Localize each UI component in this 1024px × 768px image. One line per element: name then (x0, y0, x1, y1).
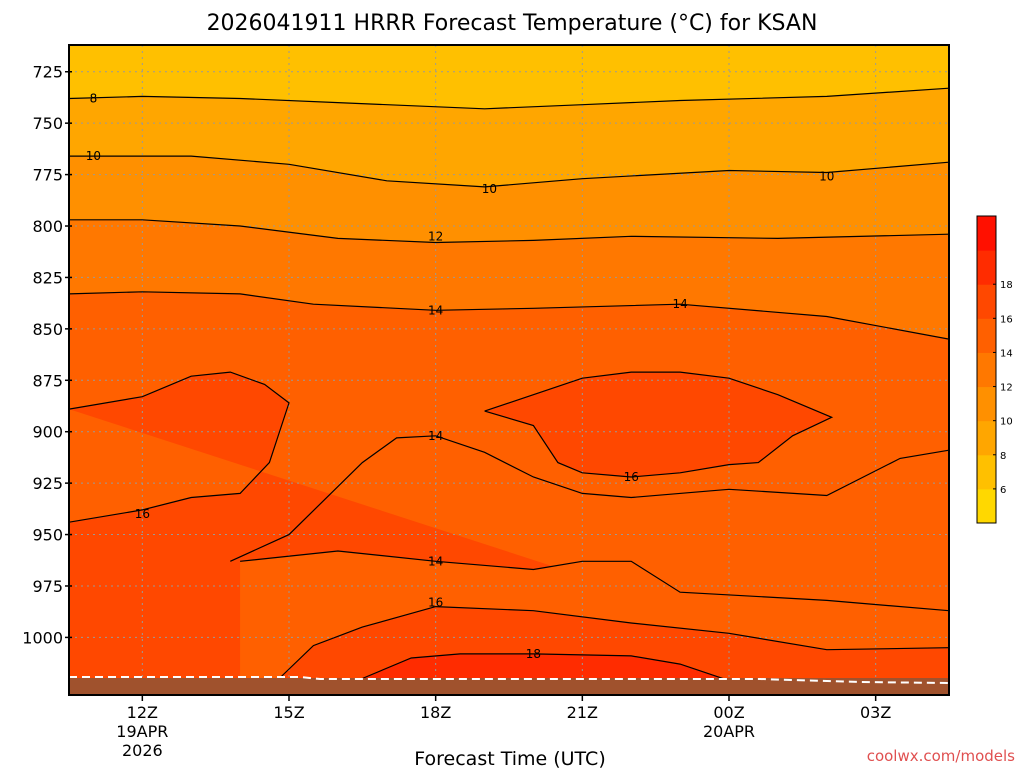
x-axis-title: Forecast Time (UTC) (414, 748, 605, 768)
terrain-ground (69, 678, 949, 695)
colorbar-label-18: 18 (1000, 280, 1013, 291)
contour-line-16-5 (69, 371, 290, 523)
contour-line-14-4 (230, 435, 949, 562)
colorbar-label-6: 6 (1000, 485, 1006, 496)
contour-line-12-2 (69, 219, 949, 244)
contour-line-10-1 (69, 155, 949, 188)
colorbar-swatch-5 (977, 318, 996, 353)
y-tick-label-1000: 1000 (22, 628, 63, 647)
contour-label-8-0: 8 (90, 91, 98, 105)
colorbar-swatch-6 (977, 284, 996, 319)
contour-label-10-3: 10 (819, 170, 834, 184)
x-tick-label-24-1: 20APR (703, 722, 755, 741)
x-tick-label-12-1: 19APR (116, 722, 168, 741)
y-tick-label-875: 875 (32, 371, 63, 390)
chart-title: 2026041911 HRRR Forecast Temperature (°C… (207, 11, 818, 36)
y-tick-label-825: 825 (32, 268, 63, 287)
colorbar-label-10: 10 (1000, 417, 1013, 428)
colorbar-swatch-0 (977, 488, 996, 524)
contour-line-16-8 (278, 605, 949, 679)
contour-line-14-7 (240, 550, 949, 612)
contour-labels: 8 10 10 10 12 14 14 14 16 16 14 16 18 (86, 91, 835, 660)
y-tick-label-725: 725 (32, 63, 63, 82)
colorbar-legend: 6 8 10 12 14 16 18 (976, 215, 1013, 524)
colorbar-label-12: 12 (1000, 383, 1013, 394)
y-tick-label-775: 775 (32, 166, 63, 185)
contour-line-14-3 (69, 291, 949, 340)
contour-line-18-9 (362, 653, 730, 682)
y-axis: 725 750 775 800 825 850 875 900 925 950 975 1000 (22, 63, 72, 647)
x-tick-label-12-2: 2026 (122, 741, 163, 760)
y-tick-label-900: 900 (32, 423, 63, 442)
contour-label-16-11: 16 (428, 595, 443, 609)
colorbar-swatch-3 (977, 386, 996, 422)
temperature-band-16-6 (484, 372, 832, 477)
contour-line-8-0 (69, 87, 949, 110)
y-tick-label-800: 800 (32, 217, 63, 236)
x-tick-label-15-0: 15Z (273, 703, 304, 722)
x-tick-label-18-0: 18Z (420, 703, 451, 722)
x-tick-label-27-0: 03Z (860, 703, 891, 722)
colorbar-swatch-8 (977, 216, 996, 251)
contour-label-10-2: 10 (482, 182, 497, 196)
contour-label-10-1: 10 (86, 149, 101, 163)
contour-label-14-7: 14 (428, 429, 443, 443)
colorbar-frame (976, 215, 997, 524)
colorbar-label-8: 8 (1000, 451, 1006, 462)
plot-frame (68, 44, 950, 696)
colorbar-label-16: 16 (1000, 314, 1013, 325)
contour-label-16-8: 16 (135, 507, 150, 521)
credit-link[interactable]: coolwx.com/models (867, 747, 1015, 765)
colorbar-swatch-4 (977, 352, 996, 388)
temperature-bands (69, 45, 949, 695)
contour-lines (69, 87, 949, 682)
colorbar-swatch-7 (977, 250, 996, 285)
x-tick-label-24-0: 00Z (713, 703, 744, 722)
y-tick-label-850: 850 (32, 320, 63, 339)
contour-label-16-9: 16 (624, 470, 639, 484)
y-tick-label-925: 925 (32, 474, 63, 493)
y-tick-label-750: 750 (32, 114, 63, 133)
y-tick-label-975: 975 (32, 577, 63, 596)
y-tick-label-950: 950 (32, 526, 63, 545)
contour-label-14-6: 14 (672, 297, 687, 311)
colorbar-swatch-1 (977, 454, 996, 490)
plot-area (69, 45, 949, 695)
x-tick-label-21-0: 21Z (567, 703, 598, 722)
contour-label-14-10: 14 (428, 554, 443, 568)
colorbar-label-14: 14 (1000, 348, 1013, 359)
x-tick-label-12-0: 12Z (127, 703, 158, 722)
contour-label-18-12: 18 (526, 647, 541, 661)
contour-label-12-4: 12 (428, 229, 443, 243)
colorbar-swatch-2 (977, 420, 996, 456)
contour-line-16-6 (484, 371, 834, 478)
contour-label-14-5: 14 (428, 303, 443, 317)
